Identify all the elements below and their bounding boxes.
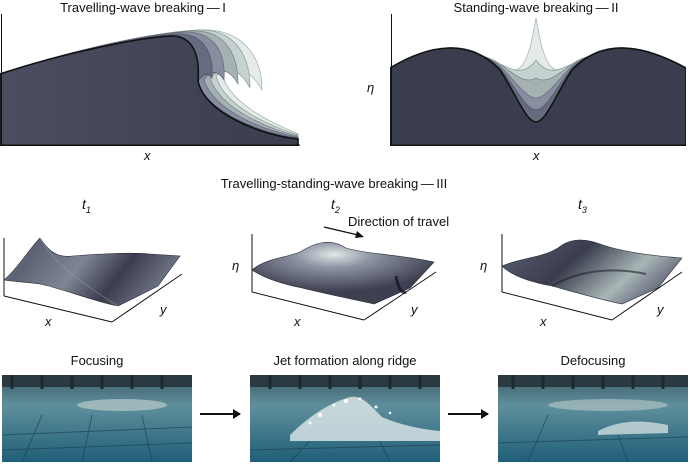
t1-y-label: y — [160, 302, 167, 317]
arrow-focusing-to-jet — [200, 409, 241, 419]
surface-plot-t3 — [501, 234, 683, 321]
direction-arrow — [323, 226, 364, 238]
panel-ii-title: Standing-wave breaking — II — [453, 0, 619, 15]
photo-label-jet: Jet formation along ridge — [273, 353, 417, 368]
t2-y-label: y — [411, 302, 418, 317]
photo-label-focusing: Focusing — [70, 353, 124, 368]
t2-eta-label: η — [232, 258, 240, 273]
photo-jet-formation — [250, 375, 440, 462]
panel-ii-y-label: η — [367, 80, 375, 95]
t3-x-label: x — [540, 314, 547, 329]
time-label-t3: t3 — [578, 196, 587, 215]
photo-focusing — [2, 375, 192, 462]
t3-y-label: y — [657, 302, 664, 317]
panel-iii-title: Travelling-standing-wave breaking — III — [220, 176, 448, 191]
direction-of-travel-label: Direction of travel — [348, 214, 450, 229]
arrow-jet-to-defocusing — [448, 409, 489, 419]
photo-label-defocusing: Defocusing — [560, 353, 626, 368]
panel-i-x-label: x — [144, 148, 151, 163]
panel-i-title: Travelling-wave breaking — I — [60, 0, 226, 15]
t3-eta-label: η — [480, 258, 488, 273]
panel-ii-x-label: x — [533, 148, 540, 163]
t2-x-label: x — [294, 314, 301, 329]
t1-x-label: x — [45, 314, 52, 329]
time-label-t1: t1 — [82, 196, 91, 215]
panel-i-plot — [0, 14, 300, 146]
breaker-profile-1 — [0, 35, 299, 146]
surface-plot-t1 — [3, 237, 183, 323]
standing-profile-1 — [390, 47, 686, 146]
photo-defocusing — [498, 375, 688, 462]
surface-plot-t2 — [251, 234, 437, 321]
time-label-t2: t2 — [331, 196, 340, 215]
panel-ii-plot — [390, 14, 686, 146]
